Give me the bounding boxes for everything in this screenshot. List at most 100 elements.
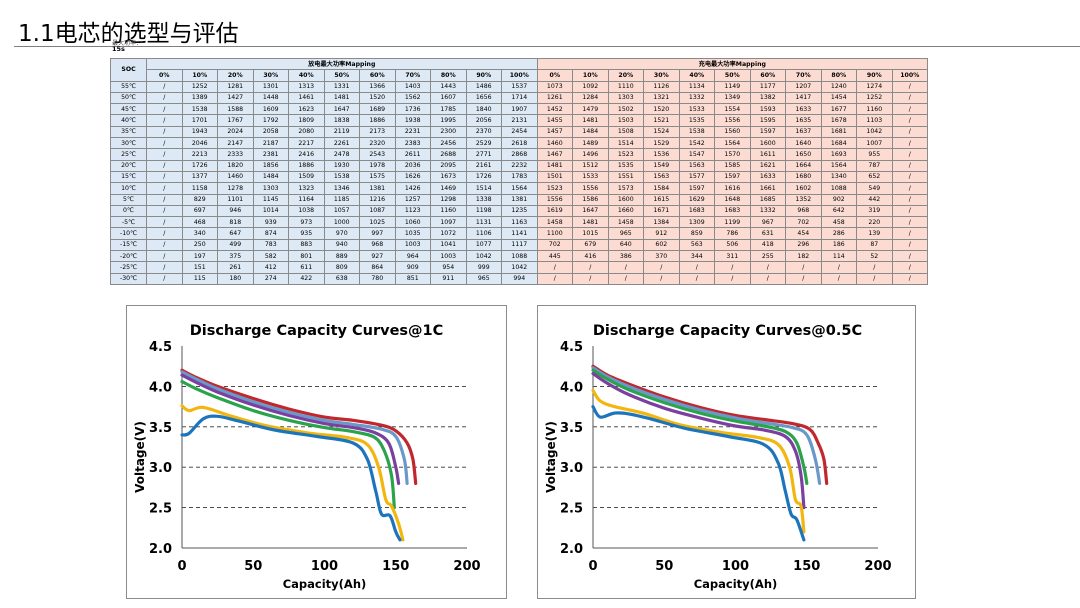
discharge-value-cell: 1038 [288, 204, 325, 218]
table-row: 15℃/1377 1460 1484 1509 1538 1575 1626 1673 1726… [110, 170, 929, 184]
discharge-value-cell: 1820 [217, 159, 254, 172]
charge-value-cell: 1503 [607, 114, 645, 127]
discharge-value-cell: 422 [288, 272, 325, 285]
discharge-value-cell: 1460 [217, 170, 254, 184]
discharge-soc-col-header: 40% [288, 69, 325, 82]
charge-value-cell: / [891, 250, 929, 263]
charge-value-cell: 787 [856, 159, 893, 172]
charge-value-cell: 1352 [785, 193, 822, 206]
discharge-value-cell: 375 [217, 250, 254, 263]
discharge-value-cell: 2217 [288, 137, 325, 150]
charge-value-cell: 1647 [572, 204, 609, 218]
charge-value-cell: 1629 [678, 193, 716, 206]
table-note-value: 15s [112, 45, 125, 53]
discharge-value-cell: 2478 [323, 148, 360, 161]
x-tick-label: 50 [244, 559, 262, 574]
discharge-value-cell: 1072 [430, 227, 467, 240]
charge-value-cell: 1512 [572, 159, 609, 172]
table-row: -20℃/197 375 582 801 889 927 964 1003 1042 1088 44… [110, 250, 929, 263]
series-line [180, 414, 402, 542]
charge-value-cell: 1134 [678, 80, 716, 93]
y-axis-label: Voltage(V) [133, 421, 147, 493]
discharge-soc-col-header: 0% [146, 69, 183, 82]
charge-soc-col-header: 60% [749, 69, 787, 82]
discharge-value-cell: 1158 [181, 182, 218, 195]
discharge-value-cell: 1303 [252, 182, 289, 195]
charge-value-cell: 1633 [749, 170, 787, 184]
charge-value-cell: / [572, 272, 609, 285]
charge-value-cell: 1501 [536, 170, 574, 184]
page-title: 1.1电芯的选型与评估 [18, 21, 239, 47]
table-row: 50℃/1389 1427 1448 1461 1481 1520 1562 1607 1656… [110, 91, 929, 105]
temperature-cell: 40℃ [110, 114, 147, 127]
temperature-cell: 55℃ [110, 80, 147, 93]
discharge-value-cell: 1481 [323, 91, 360, 105]
discharge-value-cell: 1117 [501, 238, 538, 252]
discharge-value-cell: 1042 [465, 250, 502, 263]
charge-value-cell: / [785, 272, 822, 285]
charge-value-cell: 344 [678, 250, 716, 263]
charge-value-cell: 786 [714, 227, 751, 240]
table-row: 20℃/1726 1820 1856 1886 1930 1978 2036 2095 2161… [110, 159, 929, 172]
charge-value-cell: 286 [820, 227, 858, 240]
discharge-value-cell: 1338 [465, 193, 502, 206]
discharge-value-cell: 911 [430, 272, 467, 285]
discharge-value-cell: 1097 [430, 216, 467, 229]
charge-value-cell: 220 [856, 216, 893, 229]
discharge-value-cell: 261 [217, 261, 254, 274]
discharge-value-cell: 1838 [323, 114, 360, 127]
charge-value-cell: 1502 [607, 103, 645, 116]
charge-value-cell: 1650 [785, 148, 822, 161]
discharge-value-cell: 1726 [465, 170, 502, 184]
charge-value-cell: 1551 [607, 170, 645, 184]
discharge-value-cell: 809 [323, 261, 360, 274]
charge-value-cell: 311 [714, 250, 751, 263]
charge-value-cell: 416 [572, 250, 609, 263]
discharge-value-cell: 582 [252, 250, 289, 263]
charge-value-cell: / [891, 193, 929, 206]
discharge-value-cell: 999 [465, 261, 502, 274]
discharge-value-cell: / [146, 114, 183, 127]
discharge-value-cell: 1448 [252, 91, 289, 105]
series-line [591, 366, 822, 485]
charge-value-cell: 1564 [820, 159, 858, 172]
discharge-value-cell: 2320 [359, 137, 396, 150]
discharge-value-cell: 1160 [430, 204, 467, 218]
discharge-value-cell: 1538 [323, 170, 360, 184]
temperature-cell: 20℃ [110, 159, 147, 172]
charge-value-cell: 679 [572, 238, 609, 252]
charge-value-cell: 1560 [714, 125, 751, 139]
charge-value-cell: 114 [820, 250, 858, 263]
charge-value-cell: 1523 [607, 148, 645, 161]
discharge-soc-col-header: 10% [181, 69, 218, 82]
x-tick-label: 100 [311, 559, 338, 574]
discharge-value-cell: 250 [181, 238, 218, 252]
charge-soc-col-header: 100% [891, 69, 929, 82]
discharge-value-cell: / [146, 272, 183, 285]
charge-value-cell: 1677 [820, 103, 858, 116]
temperature-cell: 35℃ [110, 125, 147, 139]
charge-value-cell: / [820, 261, 858, 274]
charge-value-cell: / [891, 159, 929, 172]
charge-value-cell: / [572, 261, 609, 274]
charge-value-cell: 1015 [572, 227, 609, 240]
discharge-value-cell: 1145 [252, 193, 289, 206]
discharge-value-cell: 2611 [394, 148, 431, 161]
series-line [180, 368, 418, 485]
discharge-value-cell: 2080 [288, 125, 325, 139]
charge-value-cell: 1274 [856, 80, 893, 93]
discharge-value-cell: 468 [181, 216, 218, 229]
charge-value-cell: / [607, 272, 645, 285]
charge-value-cell: 1633 [785, 103, 822, 116]
charge-value-cell: 1681 [820, 125, 858, 139]
discharge-value-cell: 1301 [252, 80, 289, 93]
discharge-value-cell: 1886 [288, 159, 325, 172]
series-line [180, 370, 409, 485]
discharge-value-cell: 864 [359, 261, 396, 274]
discharge-value-cell: / [146, 238, 183, 252]
charge-value-cell: 1637 [785, 125, 822, 139]
charge-soc-col-header: 0% [536, 69, 574, 82]
charge-value-cell: 1455 [536, 114, 574, 127]
charge-value-cell: 1452 [536, 103, 574, 116]
charge-soc-col-header: 20% [607, 69, 645, 82]
